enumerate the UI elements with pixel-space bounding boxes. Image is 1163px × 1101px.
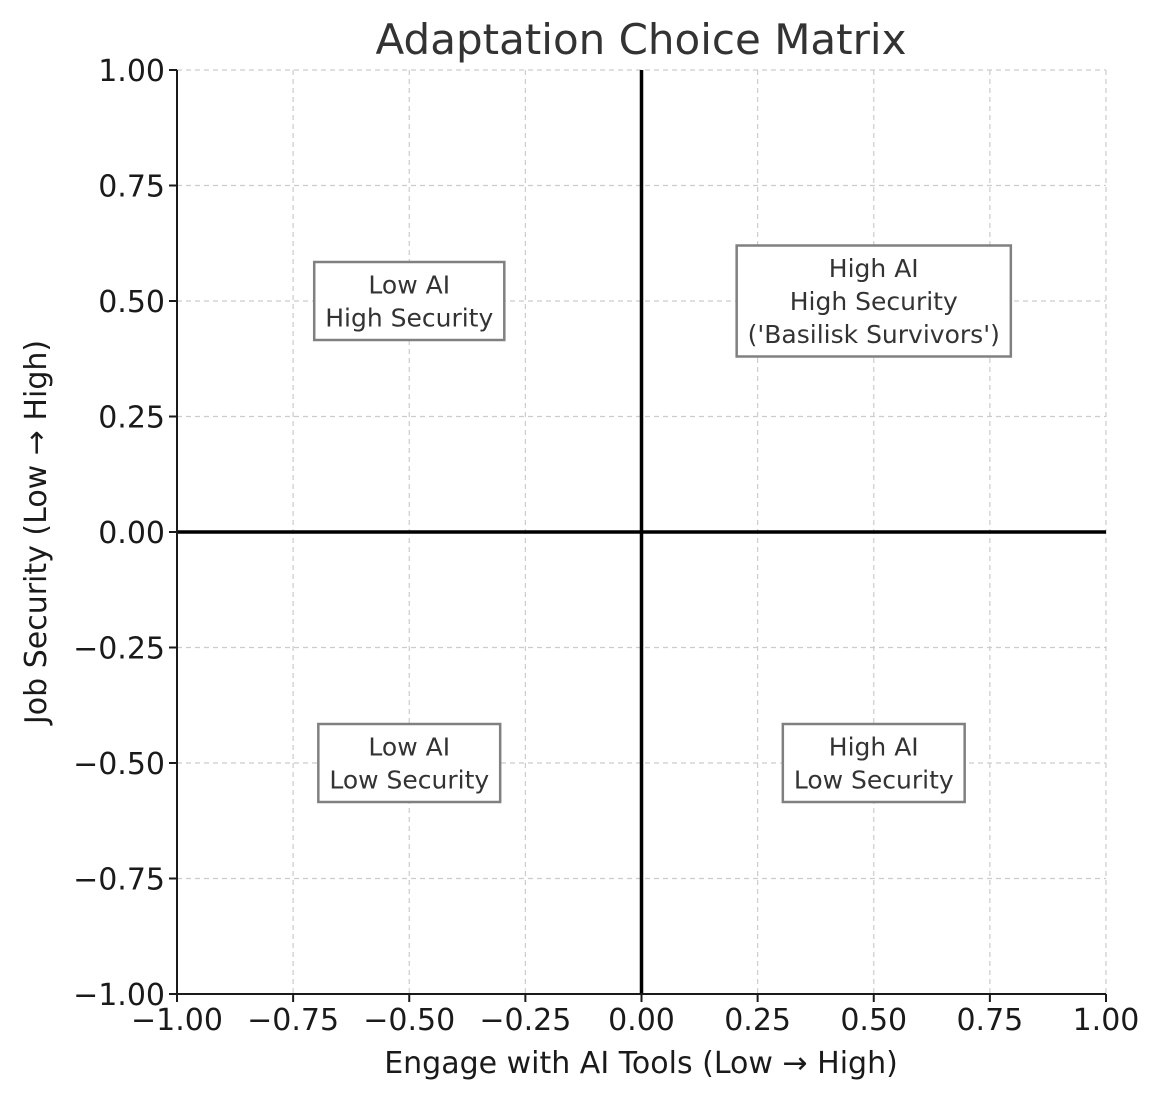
annotation-text-line: Low Security [794, 766, 954, 795]
annotation-text-line: High AI [829, 733, 919, 762]
annotation-text-line: Low AI [368, 271, 450, 300]
y-axis-ticks: −1.00 −0.75 −0.50 −0.25 0.00 0.25 0.50 0.75 1.00 [73, 54, 177, 1013]
annotation-text-line: High AI [829, 254, 919, 283]
quadrant-annotation: High AI High Security ('Basilisk Survivors… [735, 244, 1013, 358]
x-tick-label: −0.75 [247, 1003, 339, 1038]
annotation-text-line: High Security [325, 304, 493, 333]
x-tick-label: −0.50 [363, 1003, 455, 1038]
x-tick-label: 1.00 [1073, 1003, 1140, 1038]
annotation-text-line: High Security [790, 287, 958, 316]
quadrant-annotation: Low AI Low Security [317, 722, 502, 804]
x-tick-label: −0.25 [479, 1003, 571, 1038]
x-tick-label: 0.25 [724, 1003, 791, 1038]
quadrant-annotation: Low AI High Security [312, 260, 506, 342]
y-tick-label: 1.00 [98, 54, 165, 89]
x-axis-label: Engage with AI Tools (Low → High) [384, 1046, 898, 1081]
y-tick-label: −1.00 [73, 978, 165, 1013]
annotation-text-line: Low AI [368, 733, 450, 762]
reference-lines [177, 70, 1106, 994]
y-tick-label: 0.50 [98, 285, 165, 320]
y-tick-label: −0.50 [73, 747, 165, 782]
annotation-text-line: ('Basilisk Survivors') [748, 320, 1000, 349]
y-tick-label: 0.25 [98, 401, 165, 436]
y-tick-label: −0.75 [73, 863, 165, 898]
quadrant-annotation: High AI Low Security [781, 722, 966, 804]
x-tick-label: −1.00 [131, 1003, 223, 1038]
annotation-box [735, 244, 1013, 358]
annotation-text-line: Low Security [329, 766, 489, 795]
annotation-box [317, 722, 502, 804]
y-tick-label: −0.25 [73, 632, 165, 667]
y-tick-label: 0.75 [98, 170, 165, 205]
chart-title: Adaptation Choice Matrix [376, 15, 907, 64]
annotation-box [781, 722, 966, 804]
x-tick-label: 0.75 [956, 1003, 1023, 1038]
x-axis-ticks: −1.00 −0.75 −0.50 −0.25 0.00 0.25 0.50 0.75 1.00 [131, 994, 1139, 1038]
annotation-box [312, 260, 506, 342]
x-tick-label: 0.00 [608, 1003, 675, 1038]
y-tick-label: 0.00 [98, 516, 165, 551]
quadrant-annotations: Low AI High Security High AI High Security (… [312, 244, 1013, 804]
y-axis-label: Job Security (Low → High) [19, 340, 54, 726]
x-tick-label: 0.50 [840, 1003, 907, 1038]
